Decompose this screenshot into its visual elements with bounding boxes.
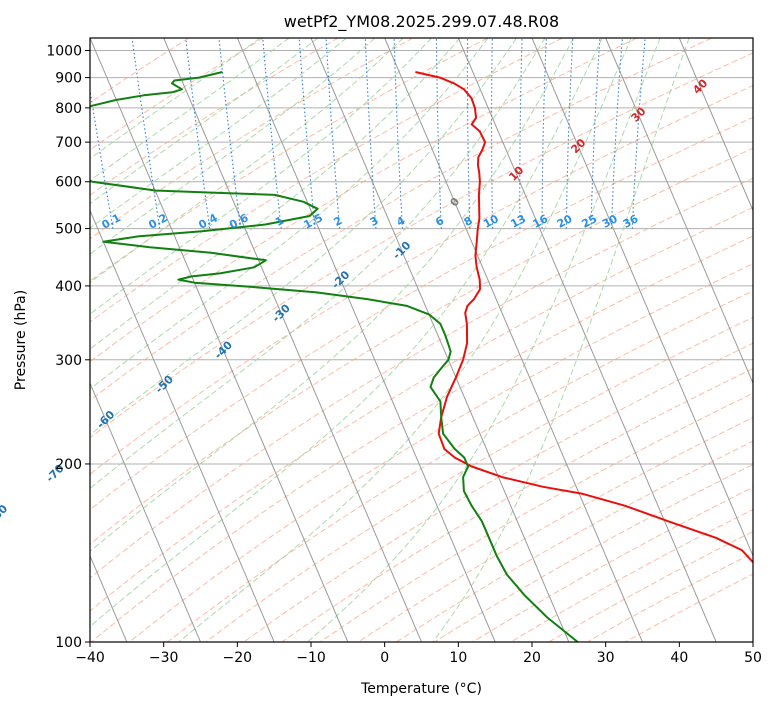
x-tick-label: 10 (449, 650, 467, 666)
mixing-ratio-label: 16 (531, 212, 551, 231)
mixing-ratio-line (325, 38, 341, 229)
mixing-ratio-label: 13 (508, 212, 528, 231)
moist-adiabat-line (90, 38, 461, 350)
dry-adiabat-line (90, 85, 753, 475)
y-tick-label: 400 (55, 279, 82, 295)
moist-adiabat-line (432, 38, 690, 642)
moist-adiabat-line (90, 38, 603, 628)
mixing-ratio-line (519, 38, 523, 229)
temperature-profile-line (415, 71, 753, 564)
x-tick-label: −40 (75, 650, 105, 666)
mixing-ratio-line (393, 38, 404, 229)
y-tick-label: 200 (55, 457, 82, 473)
plot-frame (89, 37, 754, 643)
moist-adiabat-line (90, 38, 517, 436)
isotherm-line (752, 38, 753, 40)
y-tick-label: 300 (55, 353, 82, 369)
mixing-ratio-line (185, 38, 211, 229)
dry-adiabat-line (90, 52, 753, 439)
mixing-ratio-label: 36 (621, 212, 641, 231)
isotherm-line (90, 209, 275, 642)
isotherm-line (678, 38, 753, 212)
dry-adiabat-line (90, 38, 190, 104)
moist-adiabat-line (90, 38, 489, 390)
x-tick-label: 20 (523, 650, 541, 666)
mixing-ratio-line (490, 38, 494, 229)
moist-adiabat-line (90, 38, 319, 205)
dry-adiabat-line (90, 38, 563, 323)
mixing-ratio-line (631, 38, 646, 229)
mixing-ratio-label: 20 (555, 212, 575, 231)
y-tick-label: 800 (55, 101, 82, 117)
mixing-ratio-line (565, 38, 574, 229)
isotherm-line (457, 38, 717, 642)
mixing-ratio-line (131, 38, 161, 229)
x-tick-label: 50 (744, 650, 762, 666)
isotherm-line (163, 38, 422, 642)
isotherm-line (310, 38, 570, 642)
y-tick-label: 700 (55, 135, 82, 151)
mixing-ratio-line (541, 38, 547, 229)
isotherm-line (90, 38, 349, 642)
mixing-ratio-line (590, 38, 601, 229)
mixing-ratio-label: 10 (481, 212, 501, 231)
x-tick-label: 30 (597, 650, 615, 666)
mixing-ratio-line (435, 38, 442, 229)
y-tick-label: 100 (55, 635, 82, 651)
dewpoint-profile-line (90, 71, 579, 642)
moist-adiabat-line (90, 38, 546, 489)
mixing-ratio-line (364, 38, 377, 229)
dry-adiabat-line (90, 206, 753, 612)
y-tick-label: 900 (55, 71, 82, 87)
mixing-ratio-line (298, 38, 316, 229)
isotherm-label: -80 (0, 502, 10, 525)
y-axis-label: Pressure (hPa) (13, 290, 29, 390)
dry-adiabat-line (90, 38, 638, 363)
isotherm-line (605, 38, 753, 385)
y-tick-label: 1000 (46, 44, 82, 60)
x-tick-label: −10 (296, 650, 326, 666)
isotherm-line (90, 381, 201, 642)
isotherm-line (531, 38, 753, 557)
y-tick-label: 500 (55, 222, 82, 238)
dry-adiabat-line (90, 147, 753, 545)
sounding-profiles (90, 71, 753, 642)
x-tick-label: 40 (670, 650, 688, 666)
x-tick-label: −20 (223, 650, 253, 666)
mixing-ratio-line (262, 38, 282, 229)
mixing-ratio-label: 25 (580, 212, 600, 231)
mixing-ratio-line (218, 38, 242, 229)
moist-adiabat-line (90, 38, 261, 160)
y-tick-label: 600 (55, 175, 82, 191)
isotherm-line (384, 38, 643, 642)
y-axis: 100 200 300 400 500 600 700 800 900 1000 (46, 44, 90, 651)
x-tick-label: 0 (380, 650, 389, 666)
dry-adiabat-line (90, 116, 753, 511)
x-axis-label: Temperature (°C) (360, 681, 482, 697)
dry-adiabat-line (281, 367, 753, 642)
x-tick-label: −30 (149, 650, 179, 666)
moist-adiabat-line (178, 38, 632, 642)
moist-adiabat-line (307, 38, 661, 642)
moist-adiabat-line (90, 38, 347, 229)
x-axis: −40 −30 −20 −10 0 10 20 30 40 50 (75, 642, 762, 666)
dry-adiabat-line (205, 316, 753, 642)
moist-adiabat-line (90, 38, 432, 315)
chart-title: wetPf2_YM08.2025.299.07.48.R08 (284, 12, 559, 32)
mixing-ratio-label: 30 (600, 212, 620, 231)
moist-adiabat-line (90, 38, 376, 255)
isotherm-line (236, 38, 496, 642)
mixing-ratio-line (466, 38, 471, 229)
dry-adiabat-line (129, 263, 753, 642)
moist-adiabat-line (90, 38, 575, 552)
mixing-ratio-line (610, 38, 623, 229)
